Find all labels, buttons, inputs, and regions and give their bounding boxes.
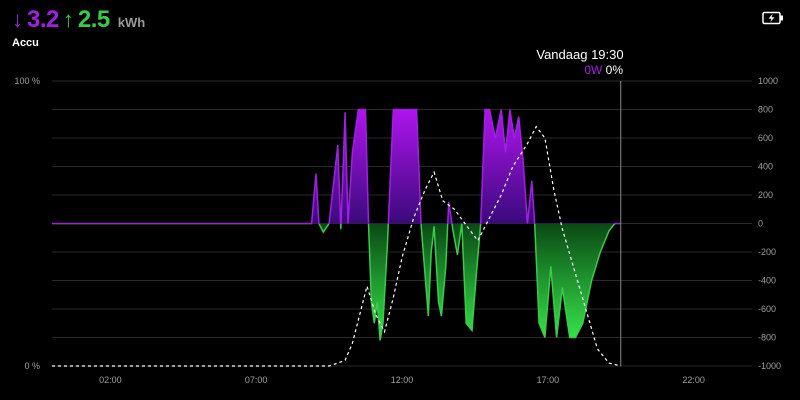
right-axis-tick: 200 (758, 190, 773, 200)
charge-arrow-icon: ↑ (62, 7, 74, 32)
right-axis-tick: -400 (758, 276, 776, 286)
battery-button[interactable] (762, 11, 784, 25)
right-axis-tick: -800 (758, 333, 776, 343)
charge-area (319, 224, 615, 341)
tooltip-values: 0W 0% (525, 63, 623, 77)
left-axis-tick: 0 % (24, 361, 40, 371)
right-axis-tick: -1000 (758, 361, 781, 371)
right-axis-tick: -600 (758, 304, 776, 314)
x-axis-tick: 02:00 (99, 375, 122, 385)
axis-labels: 1000 800 600 400 200 0 -200 -400 -600 -800 -1000 10… (14, 76, 781, 385)
right-axis-tick: 1000 (758, 76, 778, 86)
discharge-value: 3.2 (27, 6, 59, 33)
left-axis-tick: 100 % (14, 76, 40, 86)
discharge-arrow-icon: ↓ (12, 7, 23, 32)
discharge-line (52, 108, 621, 224)
energy-unit: kWh (117, 15, 146, 30)
right-axis-tick: 600 (758, 133, 773, 143)
right-axis-tick: 800 (758, 105, 773, 115)
charge-value: 2.5 (77, 6, 110, 33)
battery-charging-icon (762, 11, 783, 25)
tooltip-power: 0W (584, 63, 603, 77)
power-areas (52, 108, 621, 341)
discharge-area (52, 109, 621, 224)
tooltip-soc: 0% (605, 63, 623, 77)
soc-dashed-line (52, 125, 621, 367)
right-axis-tick: 0 (758, 219, 763, 229)
x-axis-tick: 12:00 (391, 375, 414, 385)
x-axis-tick: 17:00 (537, 375, 560, 385)
x-axis-tick: 07:00 (245, 375, 268, 385)
x-axis-tick: 22:00 (682, 375, 705, 385)
energy-summary: ↓ 3.2 ↑ 2.5 kWh (12, 6, 145, 34)
right-axis-tick: -200 (758, 247, 776, 257)
right-axis-tick: 400 (758, 162, 773, 172)
charge-line (52, 224, 621, 341)
tooltip-title: Vandaag 19:30 (536, 47, 624, 62)
soc-line (52, 125, 621, 367)
card-title: Accu (12, 37, 39, 49)
